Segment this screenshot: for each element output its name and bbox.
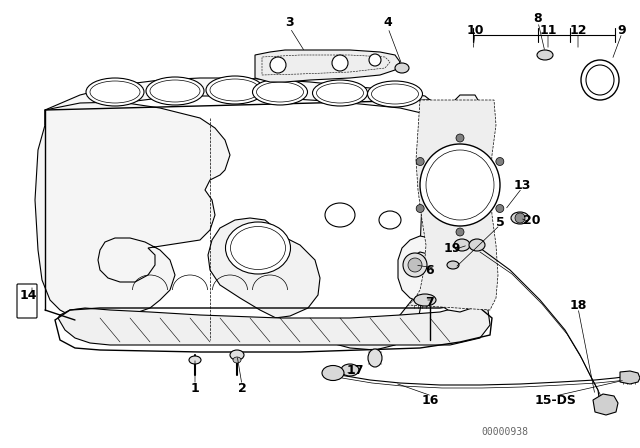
Text: 2: 2 — [237, 382, 246, 395]
Text: 19: 19 — [444, 241, 461, 254]
FancyBboxPatch shape — [17, 284, 37, 318]
Circle shape — [332, 55, 348, 71]
Circle shape — [496, 158, 504, 165]
Ellipse shape — [233, 357, 241, 363]
Ellipse shape — [341, 364, 359, 376]
Circle shape — [496, 204, 504, 212]
Ellipse shape — [395, 63, 409, 73]
Polygon shape — [408, 100, 498, 310]
Ellipse shape — [189, 356, 201, 364]
Polygon shape — [398, 95, 484, 312]
Ellipse shape — [86, 78, 144, 106]
Polygon shape — [58, 305, 490, 345]
Circle shape — [456, 134, 464, 142]
Text: 8: 8 — [534, 12, 542, 25]
Ellipse shape — [367, 81, 422, 107]
Polygon shape — [35, 102, 230, 322]
Ellipse shape — [206, 76, 264, 104]
Polygon shape — [620, 371, 640, 384]
Ellipse shape — [447, 261, 459, 269]
Text: 7: 7 — [426, 296, 435, 309]
Text: 13: 13 — [513, 178, 531, 191]
Text: 4: 4 — [383, 16, 392, 29]
Circle shape — [408, 258, 422, 272]
Circle shape — [456, 228, 464, 236]
Ellipse shape — [581, 60, 619, 100]
Ellipse shape — [230, 350, 244, 360]
Text: 14: 14 — [19, 289, 36, 302]
Text: 5: 5 — [495, 215, 504, 228]
Polygon shape — [255, 50, 400, 82]
Ellipse shape — [253, 79, 307, 105]
Ellipse shape — [469, 239, 485, 251]
Circle shape — [369, 54, 381, 66]
Text: 16: 16 — [421, 393, 438, 406]
Text: 9: 9 — [618, 23, 627, 36]
Text: 10: 10 — [467, 23, 484, 36]
Polygon shape — [593, 394, 618, 415]
Ellipse shape — [325, 203, 355, 227]
Ellipse shape — [312, 80, 367, 106]
Ellipse shape — [146, 77, 204, 105]
Ellipse shape — [225, 222, 291, 274]
Circle shape — [270, 57, 286, 73]
Text: 3: 3 — [285, 16, 294, 29]
Circle shape — [403, 253, 427, 277]
Text: 00000938: 00000938 — [481, 427, 529, 437]
Ellipse shape — [454, 239, 470, 251]
Ellipse shape — [322, 366, 344, 380]
Text: 18: 18 — [570, 298, 587, 311]
Circle shape — [515, 213, 525, 223]
Ellipse shape — [379, 211, 401, 229]
Text: 17: 17 — [346, 363, 364, 376]
Ellipse shape — [537, 50, 553, 60]
Polygon shape — [208, 100, 430, 350]
Ellipse shape — [420, 144, 500, 226]
Text: 15-DS: 15-DS — [534, 393, 576, 406]
Ellipse shape — [414, 294, 436, 306]
Circle shape — [416, 204, 424, 212]
Text: 1: 1 — [191, 382, 200, 395]
Polygon shape — [45, 78, 430, 125]
Text: 6: 6 — [426, 263, 435, 276]
Ellipse shape — [368, 349, 382, 367]
Circle shape — [416, 158, 424, 165]
Text: 12: 12 — [569, 23, 587, 36]
Text: 20: 20 — [524, 214, 541, 227]
Ellipse shape — [511, 212, 529, 224]
Text: 11: 11 — [540, 23, 557, 36]
